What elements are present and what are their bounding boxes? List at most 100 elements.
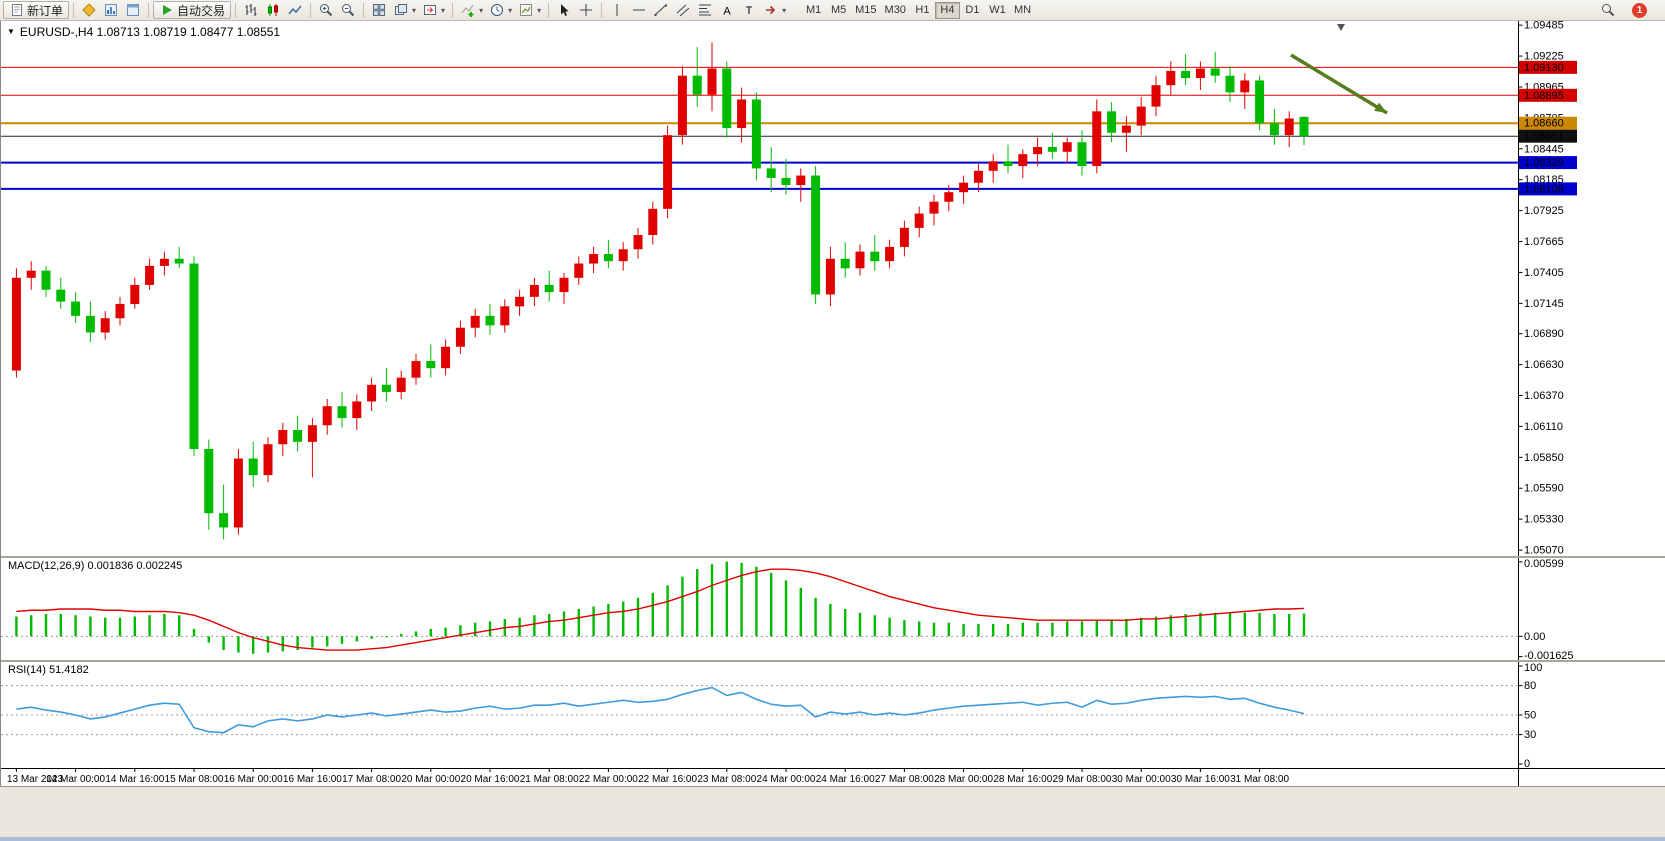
new-order-button[interactable]: 新订单 — [3, 1, 70, 19]
auto-trading-button-label: 自动交易 — [177, 3, 226, 18]
text-label-button[interactable]: T — [738, 1, 760, 19]
svg-text:29 Mar 08:00: 29 Mar 08:00 — [1053, 774, 1112, 785]
chart-shift-button[interactable]: ▾ — [419, 1, 448, 19]
bars-icon — [243, 2, 259, 18]
timeframe-m15-button[interactable]: M15 — [851, 2, 880, 19]
chevron-down-icon: ▾ — [537, 5, 542, 15]
svg-text:30: 30 — [1524, 729, 1536, 741]
svg-text:1.08660: 1.08660 — [1524, 118, 1564, 130]
indicators-button[interactable]: ▾ — [457, 1, 486, 19]
svg-text:1.05590: 1.05590 — [1524, 483, 1564, 495]
svg-text:22 Mar 16:00: 22 Mar 16:00 — [638, 774, 697, 785]
svg-text:1.08329: 1.08329 — [1524, 157, 1564, 169]
alerts-button[interactable]: 1 — [1629, 1, 1650, 19]
timeframe-h1-button[interactable]: H1 — [910, 2, 935, 19]
svg-text:1.08108: 1.08108 — [1524, 183, 1564, 195]
line-chart-icon — [287, 2, 303, 18]
chevron-down-icon: ▾ — [508, 5, 513, 15]
auto-scroll-button[interactable]: ▾ — [390, 1, 419, 19]
toolbar-left: 新订单 自动交易 ▾ ▾ ▾ ▾ ▾ A T ▾ — [3, 1, 789, 19]
fibo-icon — [697, 2, 713, 18]
toolbar-separator — [73, 2, 75, 18]
svg-text:1.09130: 1.09130 — [1524, 62, 1564, 74]
data-window-button[interactable] — [122, 1, 144, 19]
arrows-button[interactable]: ▾ — [760, 1, 789, 19]
periods-button[interactable]: ▾ — [486, 1, 515, 19]
search-icon — [1600, 2, 1616, 18]
vertical-line-button[interactable] — [606, 1, 628, 19]
pane-divider[interactable] — [1, 556, 1665, 558]
clock-icon — [489, 2, 505, 18]
tile-icon — [371, 2, 387, 18]
svg-text:1.07145: 1.07145 — [1524, 298, 1564, 310]
timeframe-mn-button[interactable]: MN — [1010, 2, 1035, 19]
shapes-icon — [763, 2, 779, 18]
svg-text:1.09485: 1.09485 — [1524, 21, 1564, 32]
text-button[interactable]: A — [716, 1, 738, 19]
timeframe-m5-button[interactable]: M5 — [826, 2, 851, 19]
zoom-out-icon — [340, 2, 356, 18]
timeframe-w1-button[interactable]: W1 — [985, 2, 1010, 19]
tile-windows-button[interactable] — [368, 1, 390, 19]
chart-area: 1.094851.092251.089651.087051.084451.081… — [0, 21, 1665, 786]
label-icon: T — [741, 2, 757, 18]
channel-button[interactable] — [672, 1, 694, 19]
pane-divider[interactable] — [1, 660, 1665, 662]
crosshair-icon — [578, 2, 594, 18]
toolbar-separator — [235, 2, 237, 18]
svg-text:T: T — [746, 5, 753, 17]
svg-text:1.06370: 1.06370 — [1524, 390, 1564, 402]
trendline-icon — [653, 2, 669, 18]
vline-icon — [609, 2, 625, 18]
new-order-button-label: 新订单 — [27, 3, 64, 18]
trendline-button[interactable] — [650, 1, 672, 19]
text-icon: A — [719, 2, 735, 18]
bar-chart-button[interactable] — [240, 1, 262, 19]
horizontal-line-button[interactable] — [628, 1, 650, 19]
symbols-button[interactable] — [78, 1, 100, 19]
svg-text:14 Mar 16:00: 14 Mar 16:00 — [105, 774, 164, 785]
line-chart-button[interactable] — [284, 1, 306, 19]
svg-text:1.08895: 1.08895 — [1524, 90, 1564, 102]
toolbar-separator — [148, 2, 150, 18]
shift-icon — [422, 2, 438, 18]
chevron-down-icon: ▾ — [412, 5, 417, 15]
svg-text:27 Mar 08:00: 27 Mar 08:00 — [875, 774, 934, 785]
diamond-icon — [81, 2, 97, 18]
timeframe-h4-button[interactable]: H4 — [934, 1, 960, 19]
svg-text:1.07405: 1.07405 — [1524, 267, 1564, 279]
templates-button[interactable]: ▾ — [515, 1, 544, 19]
market-watch-button[interactable] — [100, 1, 122, 19]
chevron-down-icon: ▾ — [479, 5, 484, 15]
svg-text:100: 100 — [1524, 662, 1542, 674]
price-pane[interactable]: 1.094851.092251.089651.087051.084451.081… — [1, 21, 1665, 556]
svg-text:23 Mar 08:00: 23 Mar 08:00 — [697, 774, 756, 785]
status-strip — [0, 786, 1665, 841]
play-icon — [159, 2, 175, 18]
macd-pane[interactable]: 0.00599 0.00 -0.001625 — [1, 558, 1665, 660]
svg-text:A: A — [723, 6, 731, 18]
candlestick-button[interactable] — [262, 1, 284, 19]
svg-text:0: 0 — [1524, 758, 1530, 768]
timeframe-m1-button[interactable]: M1 — [801, 2, 826, 19]
toolbar-separator — [548, 2, 550, 18]
zoom-in-button[interactable] — [315, 1, 337, 19]
svg-text:28 Mar 16:00: 28 Mar 16:00 — [993, 774, 1052, 785]
auto-trading-button[interactable]: 自动交易 — [153, 1, 232, 19]
search-button[interactable] — [1597, 1, 1619, 19]
candles-icon — [265, 2, 281, 18]
svg-text:20 Mar 00:00: 20 Mar 00:00 — [401, 774, 460, 785]
toolbar-separator — [310, 2, 312, 18]
rsi-pane[interactable]: 100 80 50 30 0 — [1, 662, 1665, 768]
timeframe-d1-button[interactable]: D1 — [960, 2, 985, 19]
svg-text:0.00599: 0.00599 — [1524, 558, 1564, 570]
svg-text:21 Mar 08:00: 21 Mar 08:00 — [520, 774, 579, 785]
svg-text:1.05070: 1.05070 — [1524, 545, 1564, 556]
crosshair-button[interactable] — [575, 1, 597, 19]
timeframe-m30-button[interactable]: M30 — [881, 2, 910, 19]
fibonacci-button[interactable] — [694, 1, 716, 19]
zoom-out-button[interactable] — [337, 1, 359, 19]
cursor-button[interactable] — [553, 1, 575, 19]
